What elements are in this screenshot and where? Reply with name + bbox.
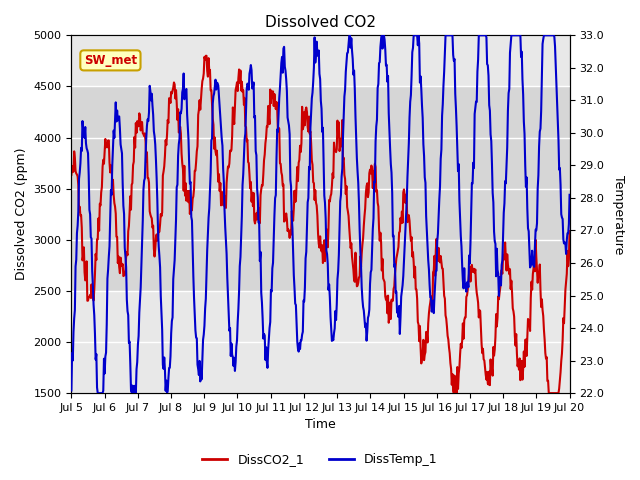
Text: SW_met: SW_met xyxy=(84,54,137,67)
Title: Dissolved CO2: Dissolved CO2 xyxy=(265,15,376,30)
Bar xyxy=(72,86,570,291)
X-axis label: Time: Time xyxy=(305,419,336,432)
Y-axis label: Dissolved CO2 (ppm): Dissolved CO2 (ppm) xyxy=(15,148,28,280)
Legend: DissCO2_1, DissTemp_1: DissCO2_1, DissTemp_1 xyxy=(197,448,443,471)
Y-axis label: Temperature: Temperature xyxy=(612,175,625,254)
